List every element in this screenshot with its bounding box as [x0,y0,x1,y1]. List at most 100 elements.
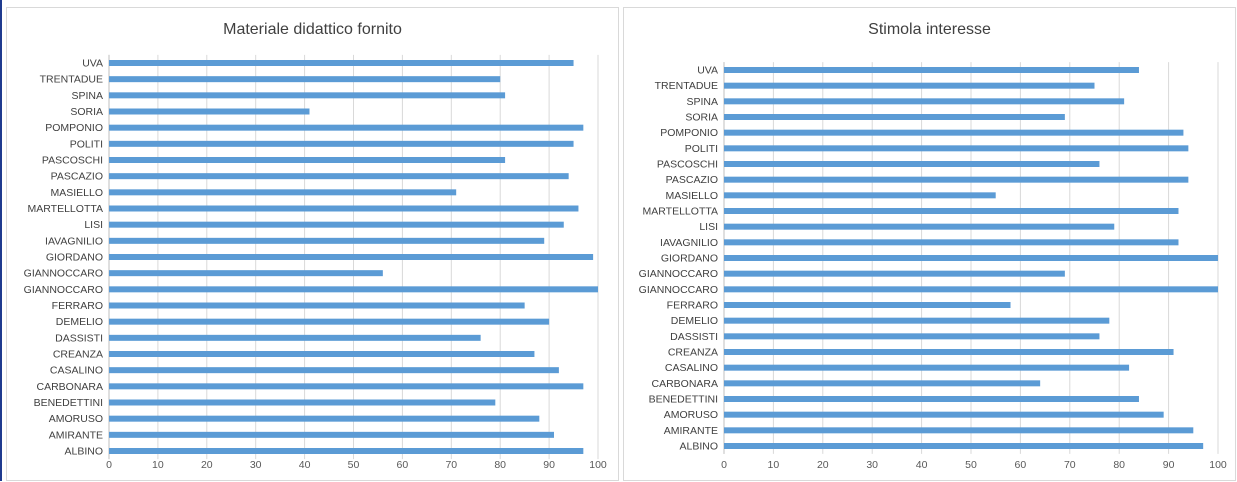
category-label: FERRARO [667,300,718,312]
category-label: POMPONIO [45,122,103,134]
category-label: CARBONARA [36,381,103,393]
category-label: GIANNOCCARO [24,284,103,296]
chart-panel-stimola: Stimola interesse 0 10 20 30 40 50 60 70 80 90 100… [623,7,1236,481]
chart-panel-materiale: Materiale didattico fornito 0 10 20 30 40 50 6… [6,7,619,481]
bar [724,333,1100,340]
category-label: MASIELLO [665,190,718,202]
category-label: MARTELLOTTA [28,203,103,215]
x-tick-label: 60 [397,459,409,471]
category-label: MASIELLO [50,187,103,199]
category-label: CARBONARA [651,378,718,390]
category-label: GIANNOCCARO [24,268,103,280]
x-tick-label: 30 [866,459,878,471]
chart-title: Materiale didattico fornito [223,21,402,38]
category-label: UVA [697,65,718,77]
category-label: IAVAGNILIO [45,235,103,247]
bar [109,286,598,293]
bar [724,443,1204,449]
category-label: ALBINO [679,441,718,453]
category-label: AMIRANTE [49,429,103,441]
bar [109,399,496,406]
x-tick-label: 20 [817,459,829,471]
bar [724,349,1174,355]
category-label: TRENTADUE [40,74,103,86]
x-tick-label: 10 [152,459,164,471]
bar [109,92,506,99]
category-label: SPINA [71,90,103,102]
bar [724,380,1041,387]
bar [109,189,457,196]
bar [724,161,1100,167]
bar [724,317,1110,324]
x-tick-label: 100 [1209,459,1227,471]
category-label: POLITI [685,143,718,155]
bar [724,129,1184,136]
bar-chart-stimola: 0 10 20 30 40 50 60 70 80 90 100 UVA TRENTADUE SPINA S… [639,62,1227,471]
bar [109,205,579,212]
category-label: LISI [699,221,718,233]
category-label: PASCAZIO [666,174,718,186]
x-tick-label: 20 [201,459,213,471]
x-tick-label: 80 [494,459,506,471]
category-label: CASALINO [50,365,103,377]
bar [724,223,1115,230]
bar [109,157,506,163]
x-tick-label: 90 [1163,459,1175,471]
bar [109,448,584,454]
bar [109,302,525,309]
bar [724,286,1218,293]
x-tick-label: 0 [721,459,727,471]
category-label: DEMELIO [56,316,103,328]
bar [724,364,1130,371]
bar [724,239,1179,246]
bar [724,114,1065,120]
bar [109,108,310,115]
category-label: GIORDANO [661,253,718,265]
x-tick-label: 30 [250,459,262,471]
category-label: POMPONIO [660,127,718,139]
category-label: TRENTADUE [655,80,718,92]
bar [724,302,1011,308]
x-tick-label: 60 [1015,459,1027,471]
bar [724,192,996,199]
x-tick-label: 50 [348,459,360,471]
category-label: CASALINO [665,362,718,374]
category-label: GIANNOCCARO [639,268,718,280]
category-label: GIANNOCCARO [639,284,718,296]
bar [724,411,1164,418]
category-label: CREANZA [668,347,718,359]
bar [724,145,1189,152]
category-label: PASCOSCHI [657,159,718,171]
bar [109,124,584,131]
bar-chart-materiale: 0 10 20 30 40 50 60 70 80 90 100 UVA TRENTADUE SPINA S… [24,54,607,471]
category-label: LISI [84,219,103,231]
x-tick-label: 80 [1113,459,1125,471]
category-label: SPINA [686,96,718,108]
category-label: DASSISTI [55,332,103,344]
category-label: DEMELIO [671,315,718,327]
x-tick-label: 40 [916,459,928,471]
x-tick-label: 10 [768,459,780,471]
bar [724,396,1139,402]
x-tick-label: 50 [965,459,977,471]
bar [724,255,1218,261]
bar [109,383,584,390]
bar [724,176,1189,183]
bar [109,351,535,357]
bar [109,76,501,83]
category-label: AMORUSO [49,413,103,425]
category-label: UVA [82,58,103,70]
window-frame-edge [0,0,2,481]
category-label: PASCAZIO [51,171,103,183]
category-label: SORIA [685,112,718,124]
category-label: BENEDETTINI [34,397,103,409]
category-label: FERRARO [52,300,103,312]
bar [109,60,574,66]
bar [109,431,554,438]
bar [109,270,383,277]
x-tick-label: 0 [106,459,112,471]
bar [109,334,481,341]
category-label: GIORDANO [46,252,103,264]
bar [109,318,550,325]
category-label: AMIRANTE [664,425,718,437]
